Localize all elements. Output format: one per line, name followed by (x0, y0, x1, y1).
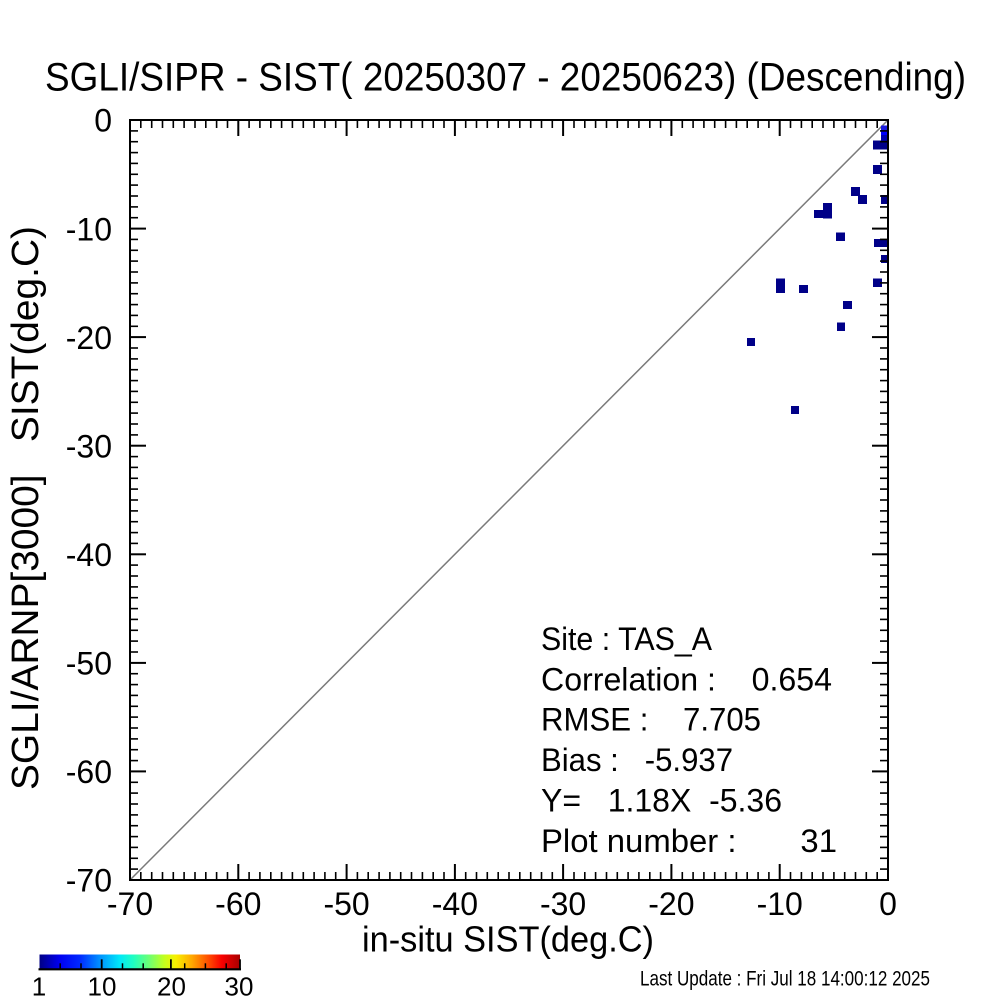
svg-text:Site : TAS_A: Site : TAS_A (541, 621, 713, 657)
svg-text:10: 10 (88, 972, 117, 1000)
svg-text:30: 30 (225, 972, 254, 1000)
svg-text:Plot number : 31: Plot number : 31 (541, 823, 837, 859)
svg-text:-70: -70 (107, 886, 153, 922)
svg-text:-30: -30 (540, 886, 586, 922)
svg-text:-60: -60 (215, 886, 261, 922)
svg-text:-10: -10 (66, 211, 112, 247)
svg-text:-70: -70 (66, 863, 112, 899)
svg-text:Bias : -5.937: Bias : -5.937 (541, 742, 733, 778)
svg-text:-20: -20 (648, 886, 694, 922)
svg-text:-20: -20 (66, 320, 112, 356)
svg-text:-50: -50 (323, 886, 369, 922)
svg-text:-30: -30 (66, 428, 112, 464)
svg-text:-40: -40 (432, 886, 478, 922)
svg-text:-10: -10 (757, 886, 803, 922)
svg-text:-50: -50 (66, 646, 112, 682)
svg-text:SGLI/SIPR - SIST( 20250307 - 2: SGLI/SIPR - SIST( 20250307 - 20250623) (… (45, 55, 966, 99)
svg-text:RMSE : 7.705: RMSE : 7.705 (541, 702, 761, 738)
svg-text:SGLI/ARNP[3000] SIST(deg.C): SGLI/ARNP[3000] SIST(deg.C) (5, 226, 47, 790)
svg-text:1: 1 (32, 972, 46, 1000)
svg-text:20: 20 (157, 972, 186, 1000)
svg-text:-40: -40 (66, 537, 112, 573)
svg-text:-60: -60 (66, 754, 112, 790)
svg-text:Last Update : Fri Jul 18 14:00: Last Update : Fri Jul 18 14:00:12 2025 (640, 968, 930, 991)
svg-text:0: 0 (94, 103, 112, 139)
svg-text:Y= 1.18X -5.36: Y= 1.18X -5.36 (541, 782, 782, 818)
svg-text:0: 0 (879, 886, 897, 922)
svg-text:in-situ SIST(deg.C): in-situ SIST(deg.C) (362, 918, 654, 959)
svg-text:Correlation : 0.654: Correlation : 0.654 (541, 661, 832, 697)
